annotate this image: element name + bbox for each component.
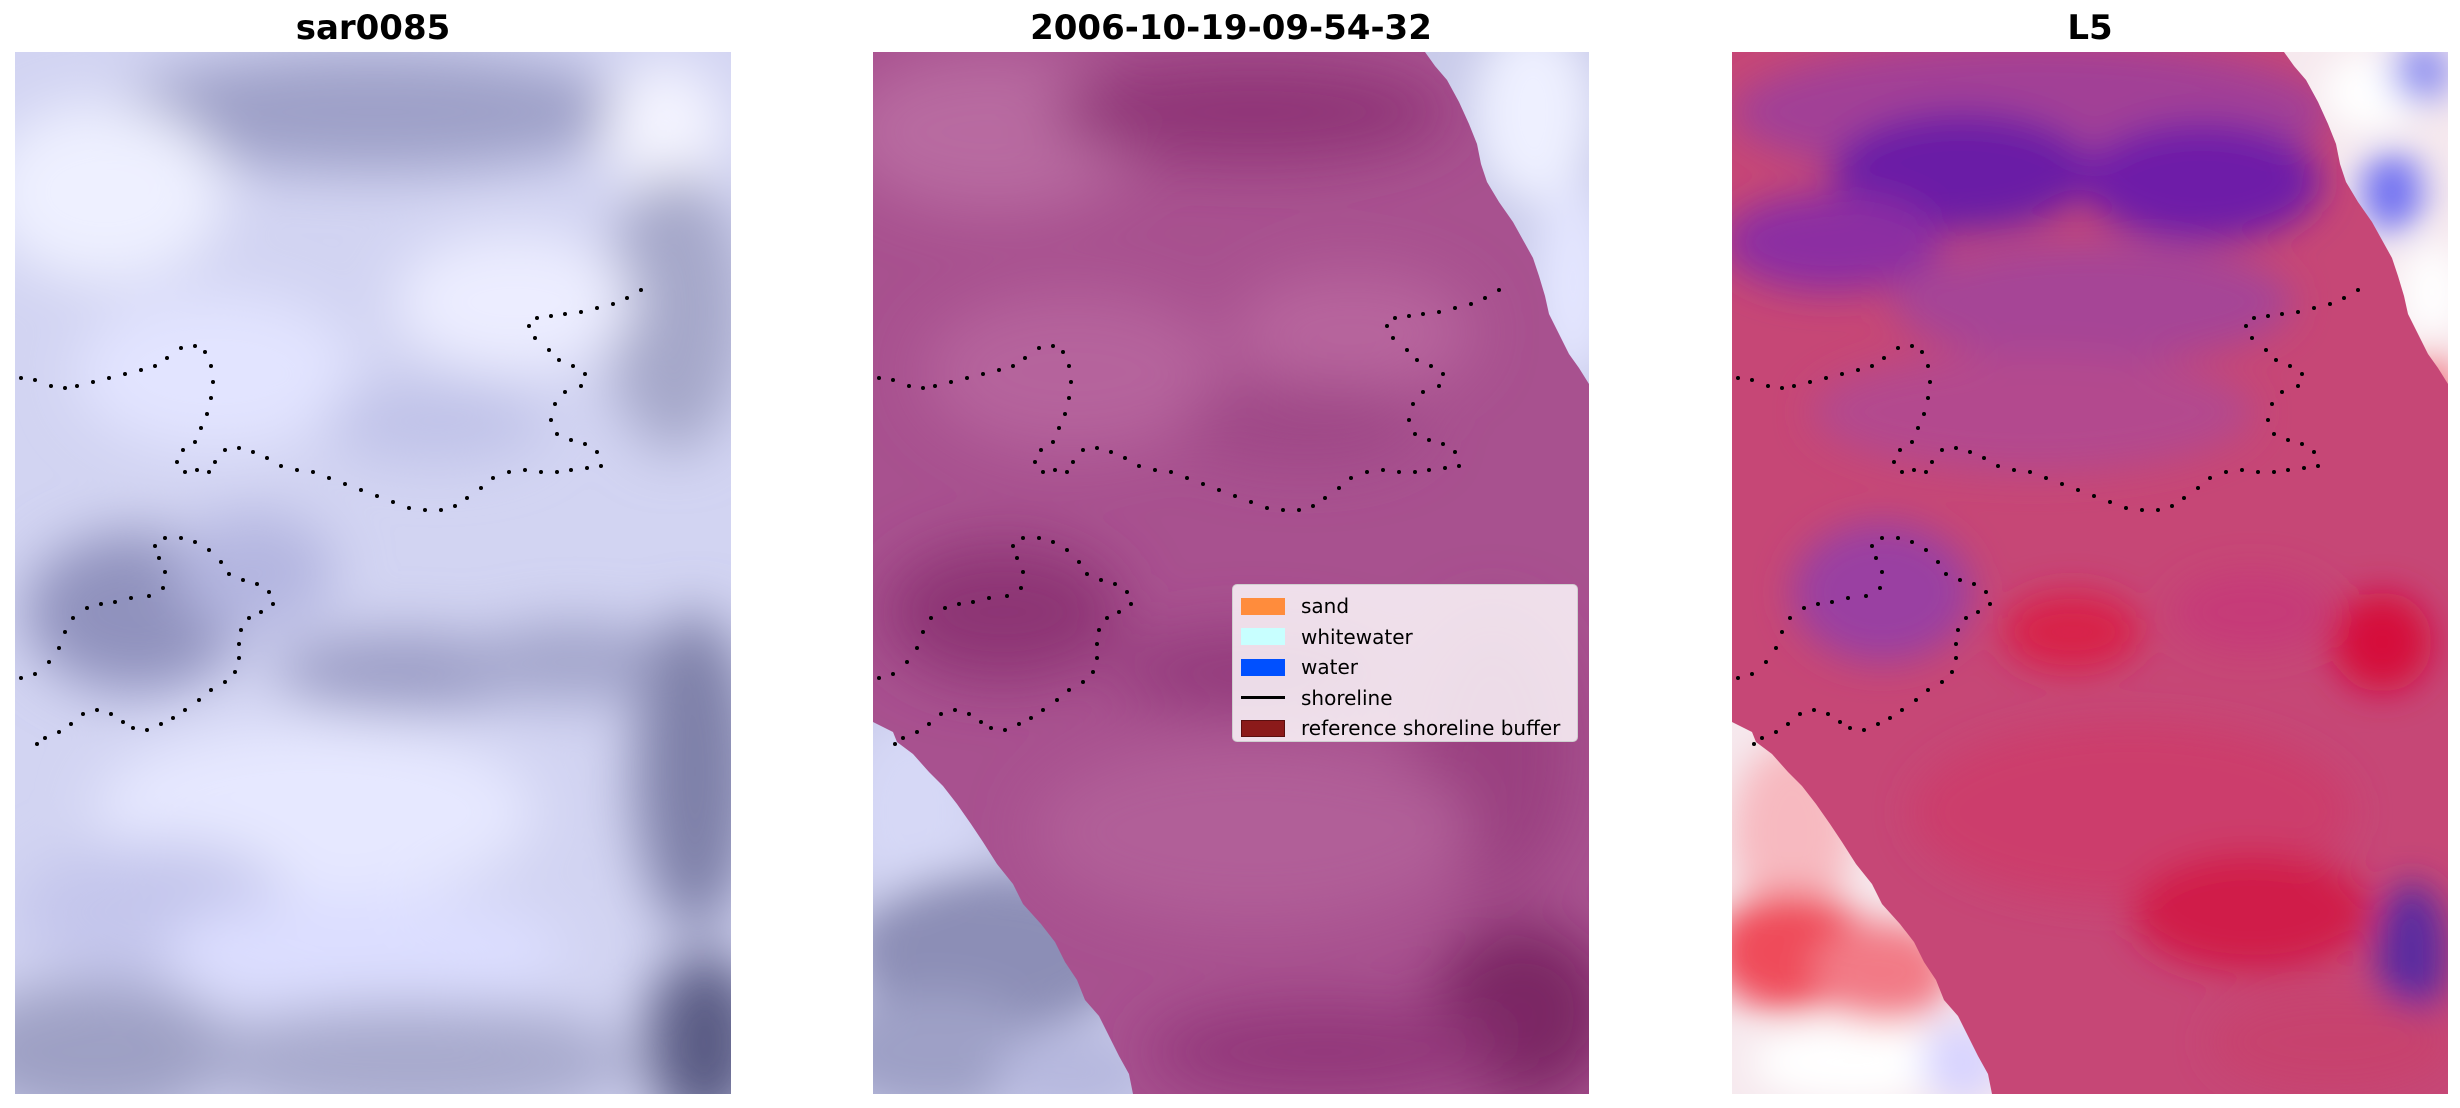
whitewater-swatch [1241, 628, 1285, 646]
legend-item-shoreline: shoreline [1241, 683, 1569, 714]
panel-title-2: 2006-10-19-09-54-32 [1030, 8, 1432, 48]
shoreline-line-icon [1241, 689, 1285, 706]
shoreline-dots-3 [1736, 288, 2360, 746]
water-swatch [1241, 658, 1285, 676]
legend-label-shoreline: shoreline [1301, 685, 1393, 710]
panel-title-1: sar0085 [295, 8, 451, 48]
image-panel-sar0085 [15, 52, 731, 1094]
satellite-image-3 [1732, 52, 2448, 1094]
legend-item-reference-shoreline-buffer: reference shoreline buffer [1241, 713, 1569, 744]
legend-label-sand: sand [1301, 594, 1350, 619]
panel-title-3: L5 [2067, 8, 2113, 48]
sand-swatch [1241, 597, 1285, 615]
legend-label-whitewater: whitewater [1301, 624, 1413, 649]
buffer-swatch [1241, 719, 1285, 737]
legend-label-water: water [1301, 655, 1358, 680]
satellite-image-2 [873, 52, 1589, 1094]
image-panel-l5 [1732, 52, 2448, 1094]
image-panel-date [873, 52, 1589, 1094]
legend-item-water: water [1241, 652, 1569, 683]
shoreline-dots-2 [877, 288, 1501, 746]
legend-item-whitewater: whitewater [1241, 622, 1569, 653]
legend-item-sand: sand [1241, 591, 1569, 622]
shoreline-dots-1 [19, 288, 643, 746]
legend-label-buffer: reference shoreline buffer [1301, 716, 1561, 741]
satellite-image-1 [15, 52, 731, 1094]
legend: sand whitewater water shoreline referenc… [1232, 584, 1578, 742]
